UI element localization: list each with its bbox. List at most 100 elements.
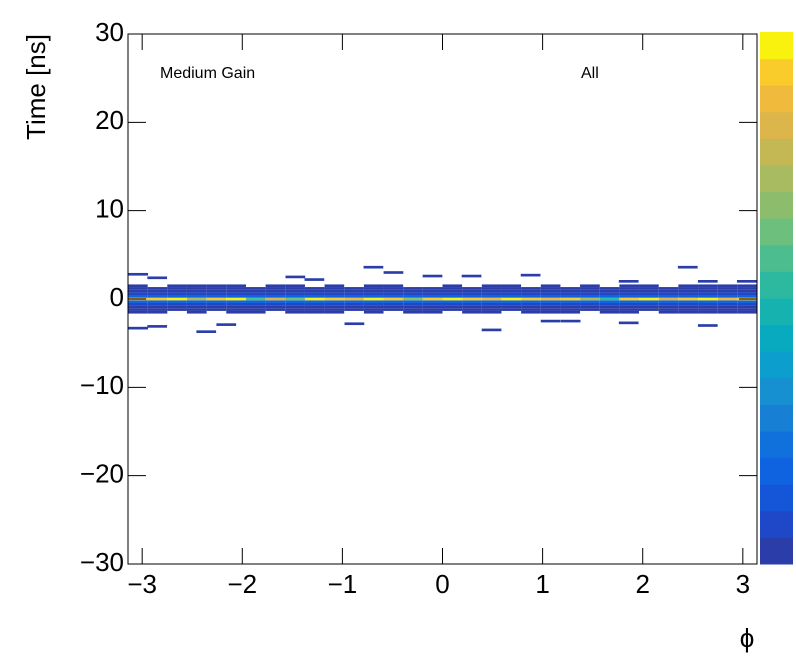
cell	[403, 308, 423, 311]
x-tick-label: 2	[635, 569, 649, 599]
cell	[717, 310, 738, 314]
cell	[147, 289, 168, 293]
cell	[599, 292, 620, 296]
cell	[462, 289, 482, 293]
cell	[167, 302, 187, 306]
cell	[383, 297, 404, 301]
cell	[698, 310, 718, 314]
cell	[344, 287, 364, 290]
cell	[363, 300, 384, 303]
cell	[442, 302, 463, 306]
cell	[206, 284, 227, 288]
cell	[226, 295, 246, 298]
cell	[186, 289, 207, 293]
y-tick-label: −20	[80, 459, 124, 489]
cell	[186, 308, 207, 311]
colorbar-step	[760, 32, 793, 60]
cell	[639, 295, 659, 298]
cell	[580, 287, 600, 290]
cell	[127, 305, 148, 309]
colorbar-step	[760, 271, 793, 299]
cell	[245, 295, 266, 298]
y-tick-label: −30	[80, 547, 124, 577]
cell	[403, 287, 423, 290]
cell	[245, 300, 266, 303]
cell	[521, 297, 541, 301]
cell	[639, 302, 659, 306]
y-tick-label: 0	[110, 282, 124, 312]
cell	[599, 302, 620, 306]
cell	[599, 305, 620, 309]
cell	[639, 305, 659, 309]
cell	[698, 305, 718, 309]
cell	[127, 287, 148, 290]
cell	[285, 289, 305, 293]
cell	[265, 305, 286, 309]
cell	[599, 287, 620, 290]
cell	[167, 295, 187, 298]
cell	[403, 295, 423, 298]
cell	[147, 292, 168, 296]
outlier-cell	[147, 325, 168, 328]
cell	[560, 289, 581, 293]
x-tick-label: −2	[227, 569, 257, 599]
cell	[580, 302, 600, 306]
cell	[304, 310, 325, 314]
cell	[442, 295, 463, 298]
x-tick-label: −1	[328, 569, 358, 599]
cell	[186, 300, 207, 303]
outlier-cell	[147, 276, 168, 280]
cell	[363, 308, 384, 311]
outlier-cell	[461, 274, 482, 278]
colorbar-step	[760, 537, 793, 565]
outlier-cell	[736, 280, 757, 283]
cell	[540, 297, 561, 301]
colorbar-step	[760, 351, 793, 379]
colorbar-step	[760, 457, 793, 485]
cell	[186, 297, 207, 301]
cell	[639, 284, 659, 288]
y-tick-label: 30	[95, 17, 124, 47]
cell	[127, 308, 148, 311]
cell	[501, 287, 522, 290]
cell	[127, 310, 148, 314]
cell	[147, 300, 168, 303]
x-tick-label: −3	[127, 569, 157, 599]
cell	[363, 302, 384, 306]
cell	[698, 300, 718, 303]
cell	[658, 287, 679, 290]
cell	[619, 300, 640, 303]
cell	[442, 284, 463, 288]
cell	[540, 300, 561, 303]
cell	[304, 302, 325, 306]
cell	[698, 297, 718, 301]
outlier-cell	[560, 319, 581, 323]
cell	[698, 308, 718, 311]
cell	[678, 300, 699, 303]
cell	[206, 295, 227, 298]
cell	[501, 297, 522, 301]
cell	[717, 295, 738, 298]
cell	[658, 289, 679, 293]
colorbar-step	[760, 324, 793, 352]
cell	[678, 292, 699, 296]
y-tick-label: 20	[95, 105, 124, 135]
cell	[737, 287, 758, 290]
cell	[737, 305, 758, 309]
cell	[186, 310, 207, 314]
cell	[167, 300, 187, 303]
cell	[304, 292, 325, 296]
outlier-cell	[520, 273, 541, 277]
cell	[383, 302, 404, 306]
cell	[324, 305, 345, 309]
cell	[442, 308, 463, 311]
cell	[540, 308, 561, 311]
cell	[737, 295, 758, 298]
cell	[363, 287, 384, 290]
cell	[265, 308, 286, 311]
cell	[226, 284, 246, 288]
cell	[422, 287, 443, 290]
cell	[481, 305, 502, 309]
cell	[147, 295, 168, 298]
cell	[344, 289, 364, 293]
